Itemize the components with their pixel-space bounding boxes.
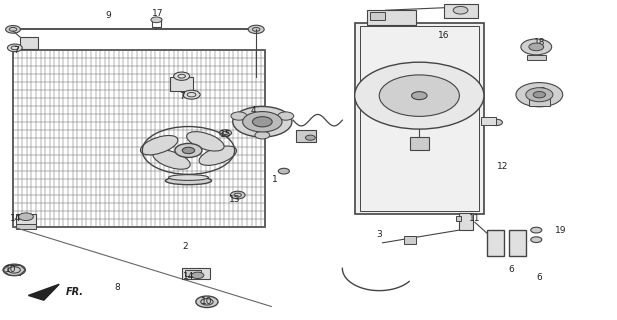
Text: 10: 10 xyxy=(201,297,213,306)
Text: 11: 11 xyxy=(469,214,481,223)
Bar xyxy=(508,230,526,256)
Text: 6: 6 xyxy=(536,273,542,282)
Text: 12: 12 xyxy=(497,162,508,171)
Circle shape xyxy=(182,147,194,154)
Circle shape xyxy=(379,75,460,116)
Polygon shape xyxy=(28,284,59,300)
Text: 8: 8 xyxy=(115,283,120,292)
Circle shape xyxy=(183,90,200,99)
Bar xyxy=(185,270,201,276)
Text: 17: 17 xyxy=(152,9,164,18)
Circle shape xyxy=(248,25,264,34)
Circle shape xyxy=(7,44,22,52)
Circle shape xyxy=(305,135,315,140)
Circle shape xyxy=(531,237,542,243)
Bar xyxy=(296,130,316,142)
Bar xyxy=(16,224,36,228)
Text: 15: 15 xyxy=(220,130,231,139)
Bar xyxy=(360,26,479,211)
Text: 18: 18 xyxy=(534,38,545,47)
Text: 7: 7 xyxy=(180,92,185,101)
Circle shape xyxy=(175,143,202,157)
Bar xyxy=(529,100,550,106)
Text: 4: 4 xyxy=(251,106,256,115)
Circle shape xyxy=(412,92,427,100)
Circle shape xyxy=(255,131,270,139)
Circle shape xyxy=(521,39,552,55)
Circle shape xyxy=(533,92,545,98)
Circle shape xyxy=(196,296,218,308)
Text: 13: 13 xyxy=(229,195,241,204)
Text: 16: 16 xyxy=(438,31,450,40)
Text: 10: 10 xyxy=(6,265,17,275)
Ellipse shape xyxy=(187,132,224,151)
Circle shape xyxy=(490,119,502,125)
Bar xyxy=(182,268,210,279)
Circle shape xyxy=(531,227,542,233)
Circle shape xyxy=(233,107,292,137)
Ellipse shape xyxy=(153,150,190,169)
Bar xyxy=(20,37,38,50)
Ellipse shape xyxy=(199,146,236,165)
Circle shape xyxy=(230,191,245,199)
Text: 7: 7 xyxy=(13,45,19,55)
Text: 19: 19 xyxy=(555,226,566,235)
Text: 2: 2 xyxy=(183,242,188,251)
Bar xyxy=(170,77,193,92)
Circle shape xyxy=(173,72,189,80)
Bar xyxy=(481,117,496,124)
Circle shape xyxy=(516,83,563,107)
Ellipse shape xyxy=(165,177,212,185)
Bar xyxy=(444,4,478,18)
Circle shape xyxy=(242,112,282,132)
Ellipse shape xyxy=(168,175,209,180)
Text: 1: 1 xyxy=(271,175,278,184)
Text: 6: 6 xyxy=(509,265,515,275)
Bar xyxy=(16,214,36,226)
Text: 14: 14 xyxy=(10,214,22,223)
Bar xyxy=(367,10,416,25)
Circle shape xyxy=(219,130,231,136)
Circle shape xyxy=(19,213,33,220)
Text: 9: 9 xyxy=(106,11,111,20)
Bar xyxy=(410,137,429,150)
Circle shape xyxy=(526,88,553,102)
Circle shape xyxy=(151,17,162,23)
Ellipse shape xyxy=(141,135,178,155)
Bar xyxy=(152,18,162,27)
Circle shape xyxy=(278,112,294,120)
Circle shape xyxy=(231,112,247,120)
Text: 5: 5 xyxy=(539,87,545,96)
Circle shape xyxy=(3,264,25,276)
Bar xyxy=(355,23,484,214)
Circle shape xyxy=(252,117,272,127)
Bar xyxy=(370,12,386,20)
Bar xyxy=(404,236,416,244)
Bar xyxy=(459,212,473,230)
Circle shape xyxy=(529,43,544,51)
Text: 14: 14 xyxy=(183,272,194,281)
Text: FR.: FR. xyxy=(65,287,83,297)
Bar xyxy=(13,50,265,227)
Bar xyxy=(487,230,504,256)
Bar xyxy=(456,216,461,220)
Bar xyxy=(527,55,545,60)
Circle shape xyxy=(6,26,20,33)
Circle shape xyxy=(278,168,289,174)
Circle shape xyxy=(355,62,484,129)
Circle shape xyxy=(191,272,204,278)
Text: 3: 3 xyxy=(376,230,382,239)
Circle shape xyxy=(453,6,468,14)
